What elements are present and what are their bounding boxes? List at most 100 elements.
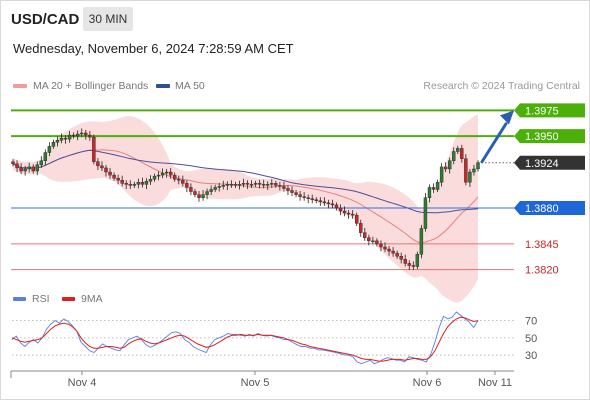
candle-down	[395, 252, 399, 257]
candle-down	[108, 171, 112, 176]
candle-up	[371, 240, 375, 243]
candle-down	[431, 187, 436, 190]
candle-down	[168, 171, 173, 176]
datetime-label: Wednesday, November 6, 2024 7:28:59 AM C…	[13, 41, 294, 56]
candle-down	[302, 196, 306, 198]
candle-up	[221, 185, 225, 187]
candle-down	[233, 184, 238, 186]
candle-up	[27, 166, 31, 170]
candle-down	[298, 194, 302, 197]
candle-down	[185, 183, 189, 188]
level-tag-1.3924: 1.3924	[514, 155, 585, 170]
level-tag-bg	[514, 200, 585, 215]
candle-down	[189, 187, 193, 192]
ma20-swatch	[13, 84, 27, 88]
level-label: 1.3880	[525, 203, 559, 215]
candle-up	[144, 181, 149, 185]
candle-up	[80, 132, 84, 135]
candle-up	[237, 184, 242, 186]
level-tag-1.3975: 1.3975	[514, 103, 585, 118]
candle-down	[96, 161, 100, 167]
candle-down	[282, 186, 286, 189]
candle-up	[59, 137, 64, 141]
rsi-tick-label: 30	[525, 350, 537, 362]
ma20-legend-label: MA 20 + Bollinger Bands	[33, 80, 149, 92]
candle-up	[217, 186, 221, 188]
candle-down	[334, 204, 339, 209]
x-tick-label: Nov 11	[478, 377, 512, 389]
ma9-swatch	[62, 297, 75, 301]
candle-down	[100, 165, 104, 169]
candle-down	[318, 200, 323, 203]
candle-down	[181, 180, 185, 184]
candle-down	[92, 136, 96, 162]
candle-up	[75, 133, 80, 137]
candle-down	[63, 137, 68, 140]
candle-up	[35, 164, 39, 172]
candle-up	[439, 166, 444, 183]
candle-up	[435, 182, 440, 190]
level-tag-1.3880: 1.3880	[514, 200, 585, 215]
candle-down	[11, 161, 15, 165]
candle-up	[136, 182, 141, 185]
ma50-line	[12, 149, 479, 214]
candle-up	[39, 160, 44, 166]
candle-up	[423, 197, 428, 229]
period-badge[interactable]: 30 MIN	[83, 7, 133, 31]
candle-down	[326, 202, 331, 205]
level-label: 1.3975	[525, 105, 559, 117]
ma9-legend-label: 9MA	[81, 293, 103, 305]
candle-down	[294, 192, 298, 195]
rsi-tick-label: 70	[525, 316, 537, 328]
candle-up	[23, 168, 27, 172]
candle-up	[205, 191, 209, 195]
candle-up	[452, 151, 456, 161]
rsi-swatch	[13, 297, 26, 301]
candle-up	[249, 184, 254, 186]
candle-up	[201, 194, 205, 198]
candle-down	[379, 243, 383, 248]
candle-up	[160, 172, 165, 176]
candle-down	[290, 190, 294, 193]
candle-down	[197, 194, 201, 198]
candle-down	[261, 184, 266, 186]
candle-up	[253, 183, 258, 185]
candle-down	[140, 182, 145, 185]
candle-down	[116, 177, 120, 181]
candle-down	[177, 179, 181, 181]
candle-down	[359, 223, 363, 233]
candle-down	[403, 259, 407, 264]
candle-down	[407, 263, 411, 266]
candle-down	[322, 201, 327, 204]
candle-down	[245, 183, 250, 185]
level-tag-1.3950: 1.3950	[514, 129, 585, 144]
candle-up	[164, 171, 169, 174]
candle-down	[286, 188, 290, 191]
candle-up	[476, 162, 480, 170]
level-tag-1.3820: 1.3820	[525, 265, 559, 277]
candle-up	[472, 168, 476, 173]
candle-down	[278, 185, 282, 187]
level-tag-bg	[514, 129, 585, 144]
forecast-arrowhead	[500, 110, 514, 125]
candle-down	[363, 232, 367, 238]
candle-down	[342, 210, 347, 214]
candle-up	[456, 148, 460, 152]
candle-up	[241, 183, 246, 185]
candle-up	[55, 139, 60, 143]
candle-up	[209, 189, 213, 192]
candle-down	[443, 166, 448, 170]
candle-up	[132, 184, 137, 186]
candle-down	[193, 191, 197, 195]
x-tick-label: Nov 5	[241, 377, 270, 389]
candle-down	[460, 148, 464, 159]
candle-down	[274, 183, 278, 186]
candle-up	[266, 184, 270, 186]
candle-down	[84, 132, 88, 136]
candle-down	[391, 250, 395, 254]
candle-up	[148, 179, 153, 182]
candle-down	[330, 203, 335, 206]
candle-down	[399, 256, 403, 260]
candle-down	[310, 198, 314, 200]
